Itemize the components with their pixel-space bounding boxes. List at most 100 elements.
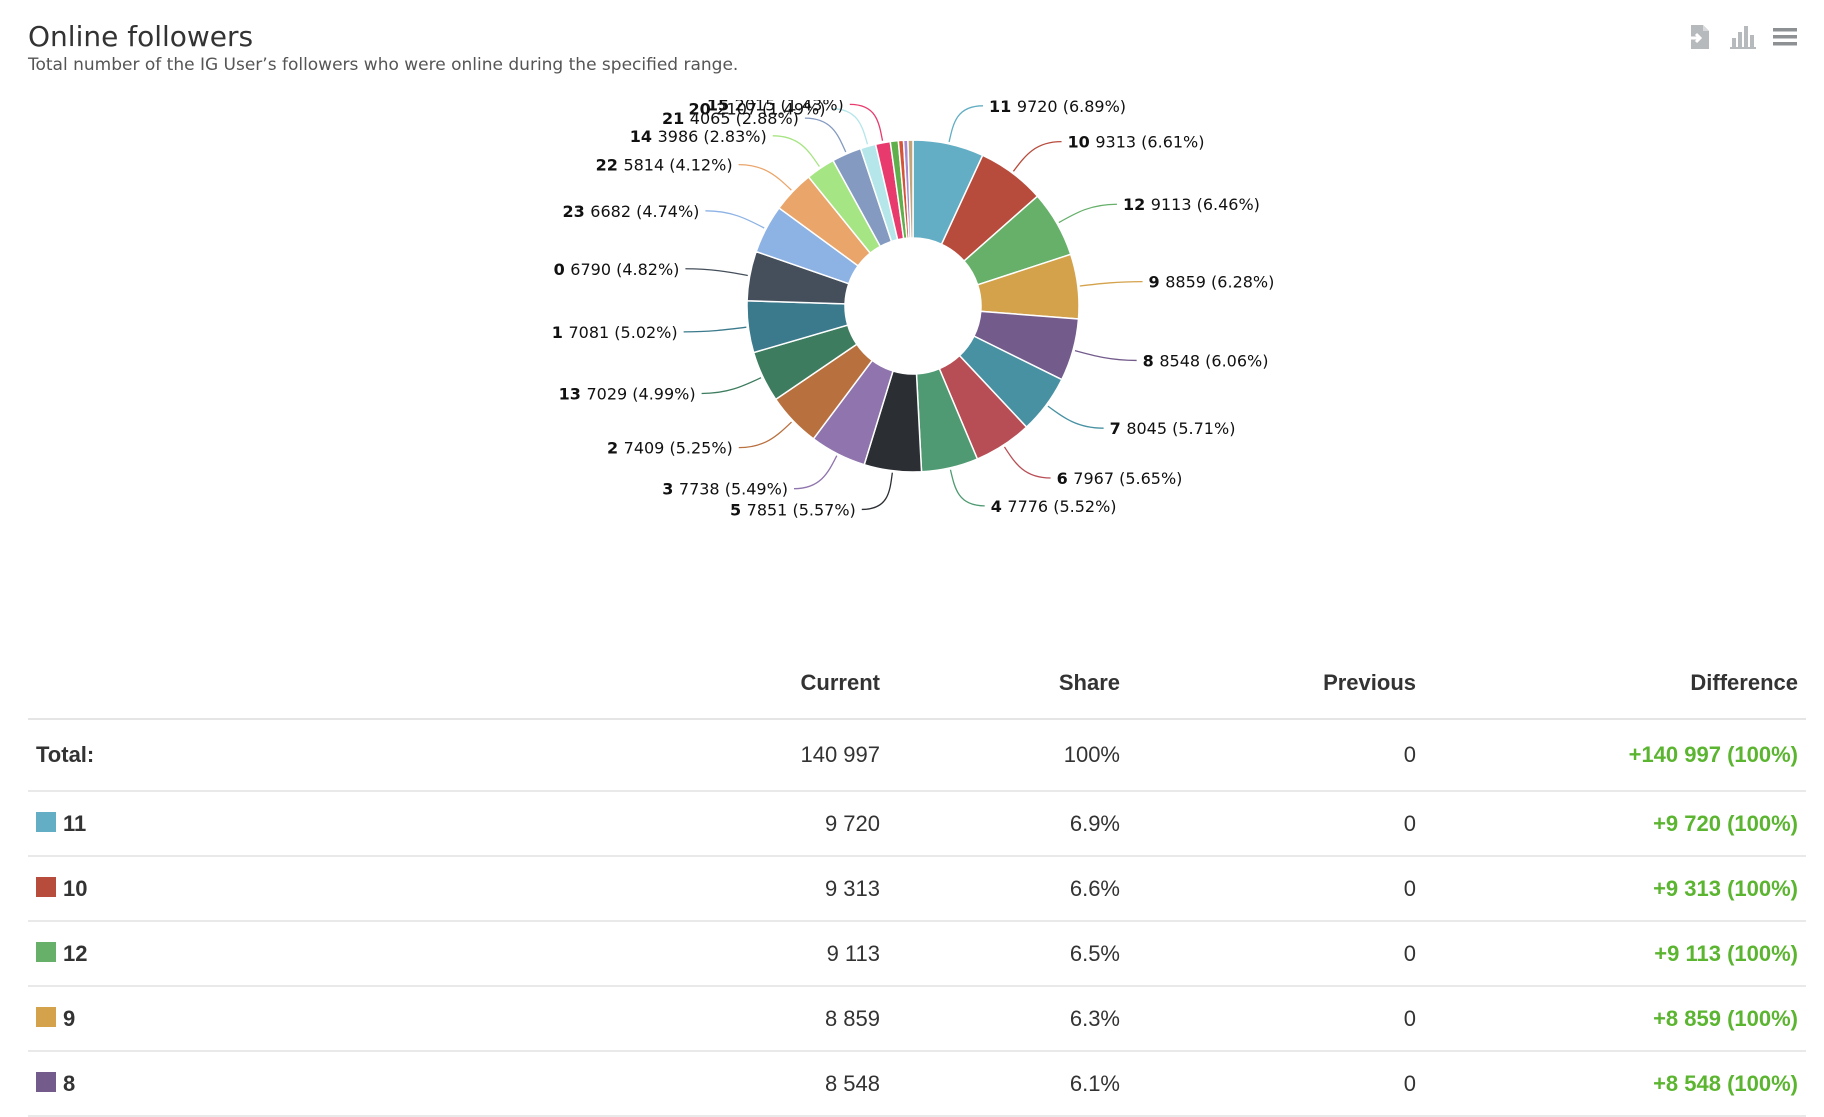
cell-difference: +8 859 (100%) (1424, 986, 1806, 1052)
table-row: 11 9 720 6.9% 0 +9 720 (100%) (28, 791, 1806, 857)
data-label-2: 2 7409 (5.25%) (607, 439, 733, 458)
leader-line-13 (701, 377, 762, 395)
data-label-20: 20 2107 (1.49%) (688, 100, 825, 119)
leader-line-1 (683, 326, 747, 333)
cell-share: 6.9% (888, 791, 1128, 857)
data-label-9: 9 8859 (6.28%) (1149, 273, 1275, 292)
cell-previous: 0 (1128, 921, 1424, 987)
export-icon (1689, 25, 1709, 49)
data-label-7: 7 8045 (5.71%) (1110, 419, 1236, 438)
chart-title: Online followers (28, 20, 254, 53)
leader-line-21 (804, 117, 847, 153)
leader-line-20 (831, 108, 869, 145)
donut-slice-19[interactable] (907, 139, 914, 239)
cell-current: 8 859 (568, 986, 888, 1052)
data-label-8: 8 8548 (6.06%) (1143, 351, 1269, 370)
data-label-14: 14 3986 (2.83%) (630, 127, 767, 146)
color-swatch (36, 811, 56, 832)
row-label: 10 (63, 875, 88, 901)
table-row: 9 8 859 6.3% 0 +8 859 (100%) (28, 986, 1806, 1052)
color-swatch (36, 1006, 56, 1027)
leader-line-5 (861, 472, 893, 511)
row-name: Total: (28, 719, 568, 792)
leader-line-23 (705, 210, 765, 229)
leader-line-15 (849, 103, 884, 141)
table-row: 12 9 113 6.5% 0 +9 113 (100%) (28, 921, 1806, 987)
cell-difference: +8 548 (100%) (1424, 1051, 1806, 1117)
cell-previous: 0 (1128, 719, 1424, 792)
data-label-23: 23 6682 (4.74%) (562, 202, 699, 221)
summary-table: Current Share Previous Difference Total:… (28, 660, 1806, 1117)
chart-toolbar (1686, 22, 1800, 52)
cell-previous: 0 (1128, 856, 1424, 922)
table-header-row: Current Share Previous Difference (28, 660, 1806, 720)
cell-current: 9 113 (568, 921, 888, 987)
total-row: Total: 140 997 100% 0 +140 997 (100%) (28, 719, 1806, 792)
row-name: 12 (28, 921, 568, 987)
chart-type-icon (1730, 26, 1756, 49)
data-label-22: 22 5814 (4.12%) (596, 156, 733, 175)
color-swatch (36, 876, 56, 897)
header-previous: Previous (1128, 660, 1424, 720)
table-row: 8 8 548 6.1% 0 +8 548 (100%) (28, 1051, 1806, 1117)
leader-line-3 (794, 455, 838, 490)
data-label-4: 4 7776 (5.52%) (991, 497, 1117, 516)
leader-line-22 (738, 163, 792, 191)
export-button[interactable] (1686, 22, 1716, 52)
leader-line-11 (948, 105, 984, 143)
row-label: Total: (36, 742, 95, 767)
cell-share: 6.6% (888, 856, 1128, 922)
chart-type-button[interactable] (1728, 22, 1758, 52)
chart-header: Online followers Total number of the IG … (28, 20, 738, 75)
cell-previous: 0 (1128, 791, 1424, 857)
row-label: 12 (63, 940, 88, 966)
menu-icon (1773, 28, 1797, 46)
row-label: 9 (63, 1005, 76, 1031)
leader-line-10 (1012, 141, 1062, 172)
header-name (28, 660, 568, 720)
data-label-12: 12 9113 (6.46%) (1123, 195, 1260, 214)
data-label-15: 15 2015 (1.43%) (707, 100, 844, 114)
row-label: 11 (63, 810, 87, 836)
leader-line-12 (1058, 203, 1117, 224)
donut-chart: 11 9720 (6.89%) 10 9313 (6.61%) 12 9113 (6… (552, 100, 1275, 519)
leader-line-0 (685, 268, 748, 277)
leader-line-6 (1003, 446, 1051, 479)
header-difference: Difference (1424, 660, 1806, 720)
cell-current: 9 720 (568, 791, 888, 857)
data-label-13: 13 7029 (4.99%) (559, 384, 696, 403)
row-name: 9 (28, 986, 568, 1052)
chart-subtitle: Total number of the IG User’s followers … (28, 55, 739, 75)
data-label-6: 6 7967 (5.65%) (1057, 469, 1183, 488)
cell-current: 8 548 (568, 1051, 888, 1117)
table-row: 10 9 313 6.6% 0 +9 313 (100%) (28, 856, 1806, 922)
cell-share: 6.5% (888, 921, 1128, 987)
leader-line-9 (1079, 280, 1143, 287)
cell-share: 100% (888, 719, 1128, 792)
color-swatch (36, 941, 56, 962)
row-name: 10 (28, 856, 568, 922)
menu-button[interactable] (1770, 22, 1800, 52)
cell-share: 6.1% (888, 1051, 1128, 1117)
leader-line-8 (1074, 349, 1137, 362)
cell-share: 6.3% (888, 986, 1128, 1052)
cell-previous: 0 (1128, 1051, 1424, 1117)
row-name: 11 (28, 791, 568, 857)
row-name: 8 (28, 1051, 568, 1117)
leader-line-2 (738, 421, 792, 449)
data-label-3: 3 7738 (5.49%) (662, 480, 788, 499)
cell-difference: +140 997 (100%) (1424, 719, 1806, 792)
data-label-0: 0 6790 (4.82%) (554, 260, 680, 279)
data-label-21: 21 4065 (2.88%) (662, 109, 799, 128)
color-swatch (36, 1071, 56, 1092)
data-label-10: 10 9313 (6.61%) (1068, 133, 1205, 152)
leader-line-14 (772, 135, 820, 167)
cell-previous: 0 (1128, 986, 1424, 1052)
cell-difference: +9 720 (100%) (1424, 791, 1806, 857)
data-label-11: 11 9720 (6.89%) (989, 100, 1126, 116)
data-label-1: 1 7081 (5.02%) (552, 323, 678, 342)
cell-difference: +9 313 (100%) (1424, 856, 1806, 922)
row-label: 8 (63, 1070, 76, 1096)
header-current: Current (568, 660, 888, 720)
leader-line-4 (949, 469, 985, 507)
